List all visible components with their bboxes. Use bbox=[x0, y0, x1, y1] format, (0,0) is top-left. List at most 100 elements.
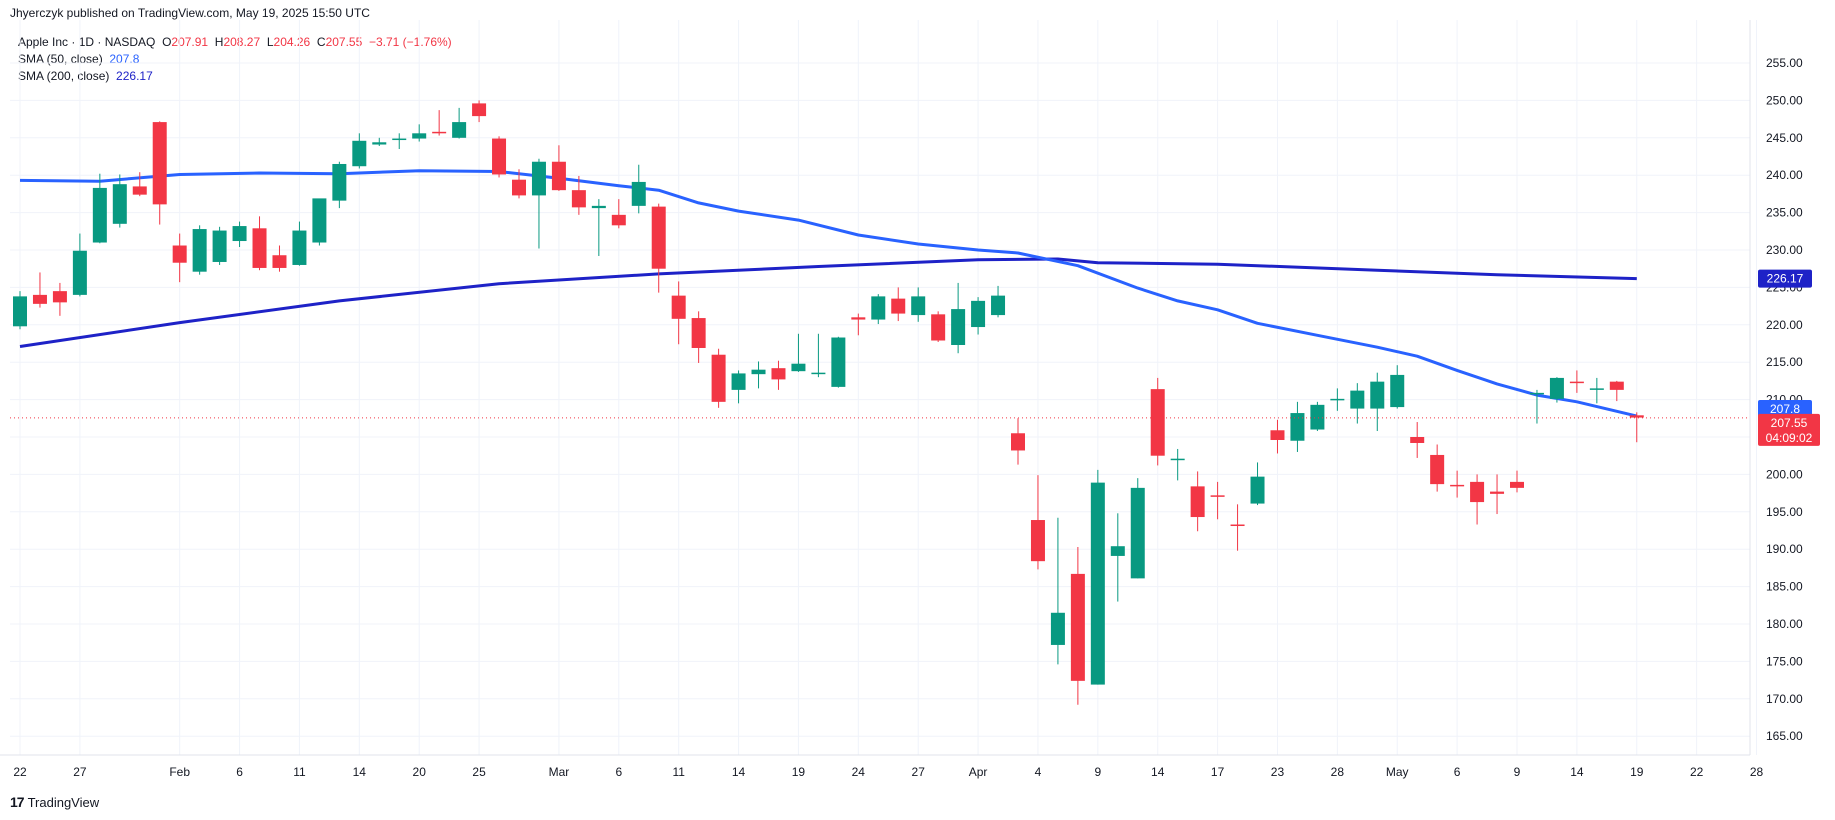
legend-symbol-row[interactable]: Apple Inc · 1D · NASDAQ O207.91 H208.27 … bbox=[18, 34, 452, 51]
y-axis-ticks[interactable]: 255.00250.00245.00240.00235.00230.00225.… bbox=[1766, 56, 1803, 743]
x-tick-label: 27 bbox=[912, 765, 926, 779]
candle bbox=[1090, 469, 1105, 685]
candle bbox=[1230, 504, 1245, 551]
price-chart[interactable]: 255.00250.00245.00240.00235.00230.00225.… bbox=[0, 0, 1835, 790]
legend-sma200-row[interactable]: SMA (200, close) 226.17 bbox=[18, 68, 452, 85]
candle bbox=[671, 281, 686, 345]
y-tick-label: 240.00 bbox=[1766, 168, 1803, 182]
candle-body bbox=[1090, 482, 1105, 685]
x-tick-label: Feb bbox=[169, 765, 190, 779]
y-tick-label: 255.00 bbox=[1766, 56, 1803, 70]
candle bbox=[1470, 474, 1485, 525]
candle bbox=[1110, 513, 1125, 602]
sma50-badge-bg bbox=[1758, 400, 1812, 418]
x-tick-label: 22 bbox=[13, 765, 27, 779]
candle-body bbox=[631, 181, 646, 206]
candle bbox=[1270, 419, 1285, 454]
candle-body bbox=[512, 179, 526, 196]
candle bbox=[571, 175, 586, 215]
x-tick-label: 11 bbox=[293, 765, 306, 779]
candle bbox=[1210, 481, 1225, 520]
candle bbox=[931, 311, 946, 343]
candle bbox=[551, 145, 566, 191]
candle-body bbox=[1190, 486, 1205, 518]
sma50-badge: 207.8 bbox=[1770, 402, 1800, 416]
candle bbox=[512, 169, 526, 199]
candle bbox=[312, 198, 327, 246]
x-tick-label: 28 bbox=[1750, 765, 1764, 779]
tradingview-logo-icon: 17 bbox=[10, 794, 25, 810]
candle bbox=[1050, 517, 1065, 665]
candle-body bbox=[1050, 612, 1065, 645]
candle-body bbox=[531, 161, 546, 196]
candle-body bbox=[392, 138, 407, 141]
candle-body bbox=[92, 187, 107, 243]
candle-body bbox=[651, 206, 666, 269]
candle bbox=[372, 137, 387, 147]
ohlc-low-label: L bbox=[266, 35, 274, 49]
candle bbox=[831, 336, 846, 388]
y-tick-label: 245.00 bbox=[1766, 131, 1803, 145]
candle-body bbox=[452, 122, 467, 138]
candle bbox=[92, 173, 107, 244]
candles-group bbox=[10, 100, 1750, 705]
sma200-value: 226.17 bbox=[116, 69, 153, 83]
candle-body bbox=[711, 354, 726, 402]
x-tick-label: 6 bbox=[615, 765, 622, 779]
x-axis-ticks[interactable]: 22 27 Feb 6 11 14 20 25 Mar 6 11 14 19 24 27 Apr 4 9 14 17 2… bbox=[13, 765, 1763, 779]
axes-group bbox=[0, 20, 1751, 756]
candle-body bbox=[751, 369, 766, 375]
candle bbox=[252, 216, 267, 271]
y-tick-label: 235.00 bbox=[1766, 206, 1803, 220]
x-tick-label: 23 bbox=[1271, 765, 1285, 779]
candle bbox=[631, 164, 646, 214]
price-badge-bg bbox=[1758, 413, 1820, 446]
candle bbox=[332, 161, 347, 209]
candle bbox=[112, 174, 127, 228]
symbol-name[interactable]: Apple Inc · 1D · NASDAQ bbox=[18, 35, 156, 49]
sma200-badge-bg bbox=[1758, 269, 1812, 288]
candle bbox=[1330, 388, 1345, 411]
y-tick-label: 195.00 bbox=[1766, 505, 1803, 519]
candle bbox=[1430, 444, 1445, 492]
candle-body bbox=[1011, 433, 1025, 451]
candle-body bbox=[871, 296, 886, 320]
candle-body bbox=[352, 140, 367, 167]
x-tick-label: 22 bbox=[1690, 765, 1704, 779]
tradingview-brand: TradingView bbox=[27, 794, 100, 810]
candle bbox=[911, 287, 926, 322]
ohlc-low: 204.26 bbox=[273, 35, 311, 49]
candle-body bbox=[571, 190, 586, 208]
candle bbox=[412, 124, 427, 142]
candle bbox=[192, 225, 207, 275]
ohlc-open: 207.91 bbox=[171, 35, 209, 49]
candle bbox=[1150, 377, 1165, 466]
candle-body bbox=[991, 295, 1006, 316]
candle-body bbox=[911, 296, 926, 316]
candle bbox=[232, 221, 247, 248]
x-tick-label: 14 bbox=[732, 765, 746, 779]
candle-body bbox=[671, 295, 686, 319]
candle-body bbox=[52, 291, 67, 303]
y-tick-label: 250.00 bbox=[1766, 93, 1803, 107]
tradingview-footer[interactable]: 17 TradingView bbox=[10, 794, 99, 810]
candle-body bbox=[492, 138, 507, 175]
candle-body bbox=[691, 318, 706, 348]
candle-body bbox=[1609, 381, 1624, 390]
x-tick-label: 4 bbox=[1035, 765, 1042, 779]
candle-body bbox=[272, 255, 287, 268]
x-tick-label: 19 bbox=[1630, 765, 1644, 779]
ohlc-close-label: C bbox=[316, 35, 326, 49]
y-tick-label: 175.00 bbox=[1766, 654, 1803, 668]
candle bbox=[1410, 422, 1425, 458]
candle bbox=[1290, 401, 1305, 452]
y-tick-label: 190.00 bbox=[1766, 542, 1803, 556]
x-tick-label: 25 bbox=[472, 765, 486, 779]
sma200-label[interactable]: SMA (200, close) bbox=[18, 69, 110, 83]
candle-body bbox=[1130, 487, 1145, 579]
candle-body bbox=[172, 245, 187, 263]
candle bbox=[1629, 412, 1644, 443]
candle-body bbox=[212, 230, 227, 262]
candle-body bbox=[312, 198, 327, 243]
sma50-line bbox=[19, 169, 1638, 418]
